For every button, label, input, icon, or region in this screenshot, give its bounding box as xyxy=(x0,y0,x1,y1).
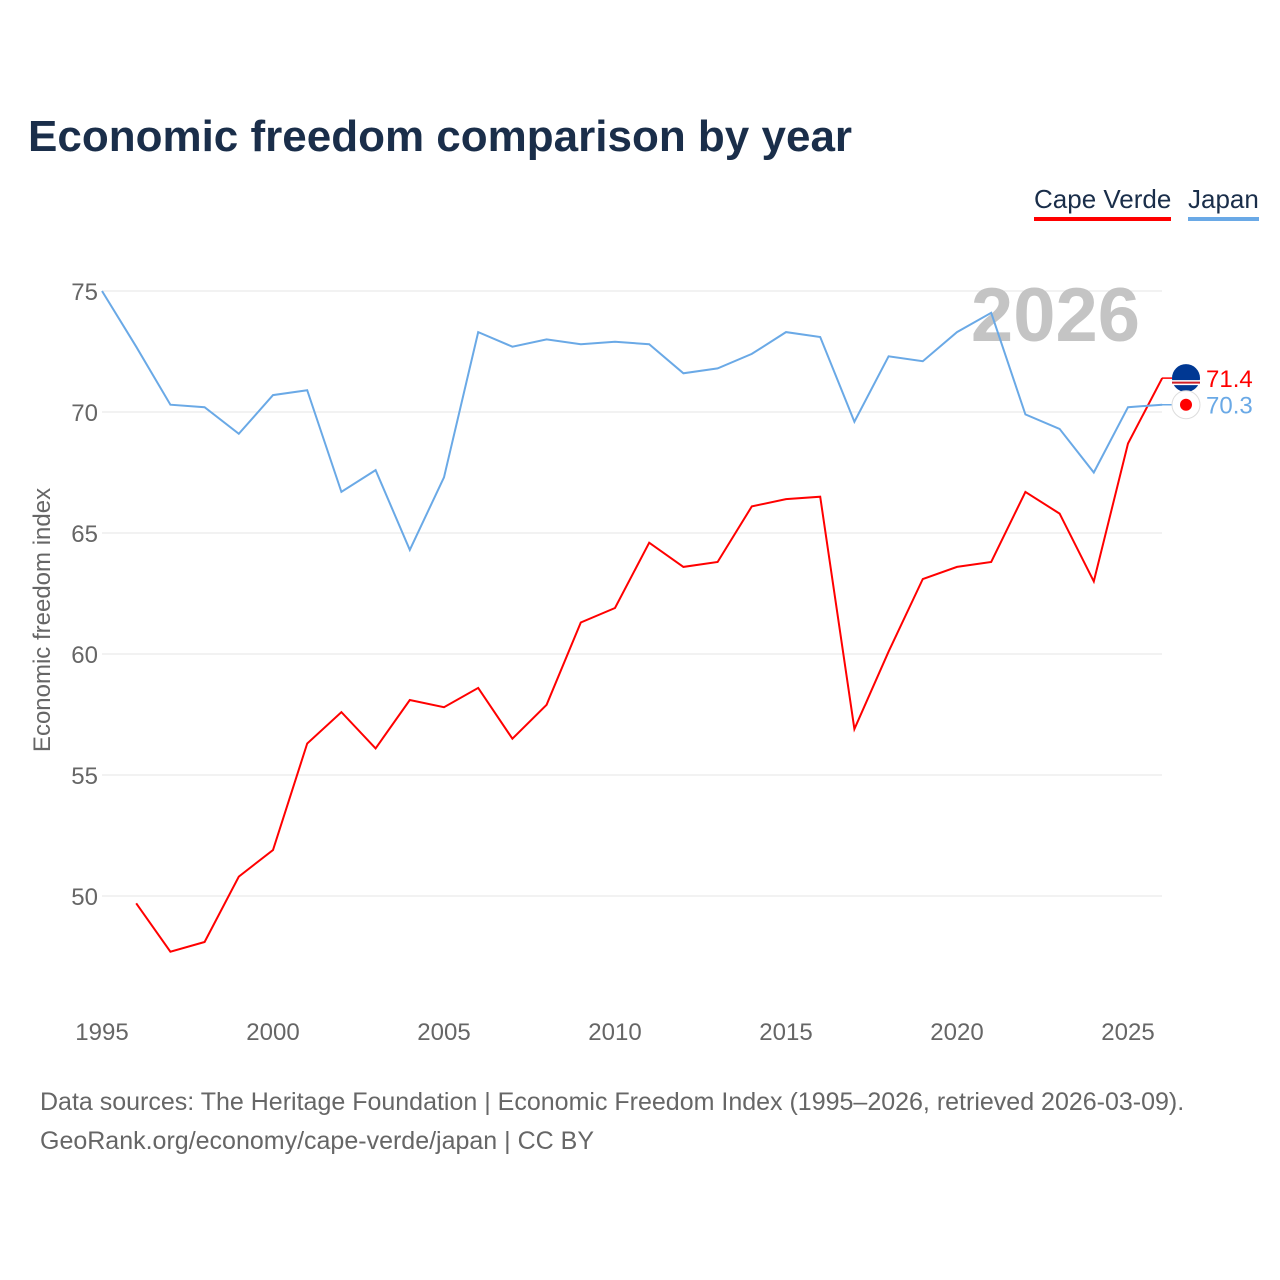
series-line-japan xyxy=(101,290,1163,553)
source-line-2: GeoRank.org/economy/cape-verde/japan | C… xyxy=(40,1127,595,1155)
x-tick-label: 2010 xyxy=(588,1019,641,1046)
y-tick-label: 50 xyxy=(71,884,98,911)
chart-title: Economic freedom comparison by year xyxy=(28,112,853,161)
x-tick-label: 2020 xyxy=(930,1019,983,1046)
y-tick-label: 75 xyxy=(71,279,98,306)
y-tick-label: 55 xyxy=(71,763,98,790)
cape-verde-flag-stripe xyxy=(1172,381,1200,384)
japan-flag-disc xyxy=(1180,398,1192,411)
series-line-cape-verde xyxy=(135,377,1164,953)
x-tick-label: 2000 xyxy=(246,1019,299,1046)
end-label-japan: 70.3 xyxy=(1206,393,1253,420)
legend-cape-verde[interactable]: Cape Verde xyxy=(1034,184,1172,221)
x-tick-label: 2025 xyxy=(1101,1019,1154,1046)
y-tick-label: 65 xyxy=(71,521,98,548)
source-line-1: Data sources: The Heritage Foundation | … xyxy=(40,1088,1185,1116)
x-tick-label: 2015 xyxy=(759,1019,812,1046)
year-watermark: 2026 xyxy=(971,273,1140,358)
x-tick-label: 1995 xyxy=(75,1019,128,1046)
y-tick-label: 70 xyxy=(71,400,98,427)
y-tick-label: 60 xyxy=(71,642,98,669)
x-tick-label: 2005 xyxy=(417,1019,470,1046)
cape-verde-flag-icon xyxy=(1172,364,1200,393)
legend-japan[interactable]: Japan xyxy=(1188,184,1259,221)
end-label-cape-verde: 71.4 xyxy=(1206,366,1253,393)
y-axis-label: Economic freedom index xyxy=(29,488,56,752)
